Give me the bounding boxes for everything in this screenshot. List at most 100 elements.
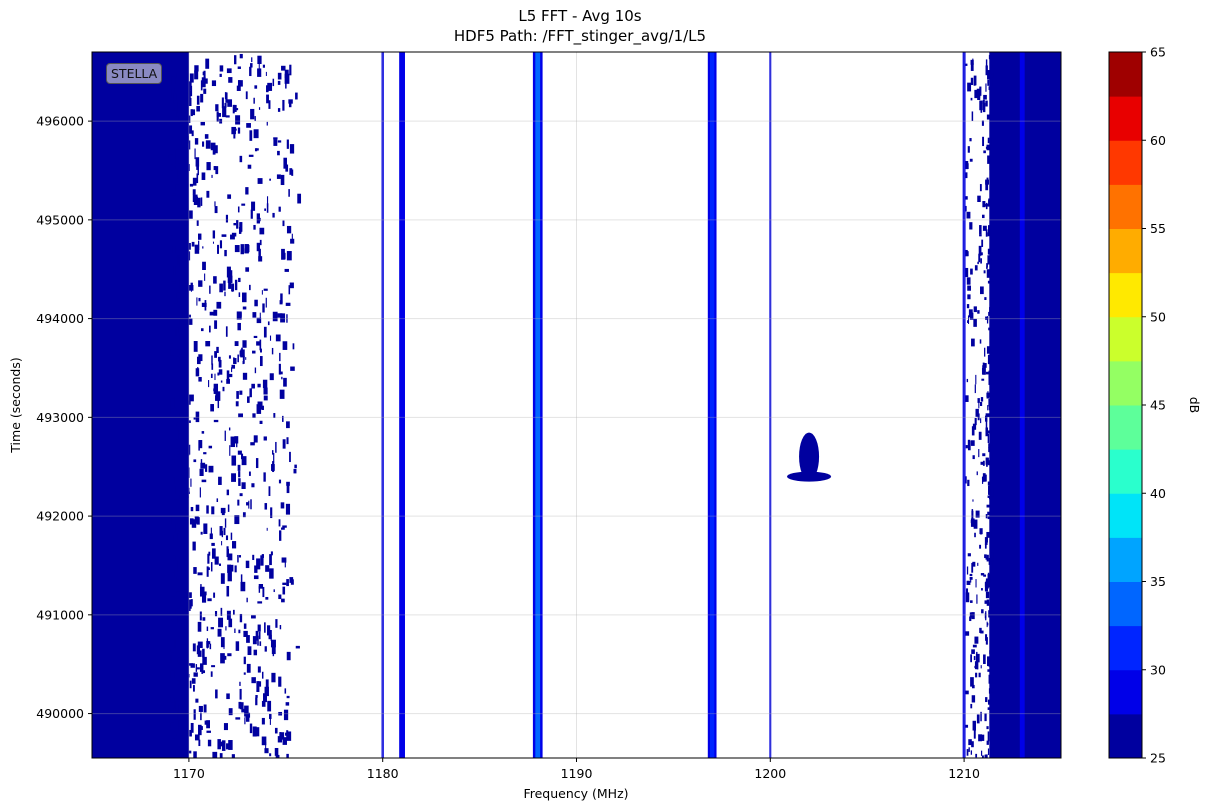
y-axis-label: Time (seconds) [8, 357, 23, 453]
noise-speckle [170, 654, 172, 663]
noise-speckle [991, 692, 994, 703]
noise-speckle [214, 611, 218, 617]
noise-speckle [174, 426, 178, 431]
noise-speckle [175, 160, 178, 165]
noise-speckle [239, 681, 241, 686]
noise-speckle [185, 400, 191, 405]
noise-speckle [265, 596, 269, 600]
noise-speckle [233, 358, 237, 365]
noise-speckle [981, 476, 986, 480]
noise-speckle [223, 280, 226, 291]
noise-speckle [981, 755, 984, 758]
noise-speckle [967, 82, 972, 92]
noise-speckle [969, 612, 974, 618]
noise-speckle [234, 245, 240, 253]
colorbar-segment [1109, 272, 1142, 318]
noise-speckle [277, 80, 281, 85]
noise-speckle [214, 206, 218, 214]
noise-speckle [225, 326, 228, 337]
colorbar-label: dB [1187, 397, 1202, 414]
noise-speckle [246, 597, 248, 603]
noise-speckle [991, 78, 993, 89]
noise-speckle [249, 66, 252, 77]
noise-speckle [975, 753, 978, 758]
noise-speckle [184, 701, 188, 707]
noise-speckle [238, 555, 242, 558]
noise-speckle [190, 599, 193, 607]
noise-speckle [989, 307, 993, 311]
noise-speckle [184, 619, 187, 630]
noise-speckle [275, 334, 281, 342]
noise-speckle [198, 376, 202, 382]
noise-speckle [277, 313, 283, 318]
noise-speckle [190, 211, 192, 218]
noise-speckle [180, 140, 182, 145]
noise-speckle [988, 227, 992, 233]
noise-speckle [261, 405, 264, 411]
noise-speckle [215, 395, 220, 401]
noise-speckle [965, 690, 969, 695]
noise-speckle [222, 386, 225, 392]
noise-speckle [196, 95, 200, 105]
noise-speckle [179, 527, 183, 530]
noise-speckle [972, 720, 976, 731]
noise-speckle [278, 363, 281, 375]
noise-speckle [971, 695, 976, 703]
noise-speckle [990, 720, 993, 724]
noise-speckle [985, 413, 990, 417]
noise-speckle [221, 541, 223, 546]
noise-speckle [260, 348, 262, 353]
noise-speckle [185, 283, 189, 294]
noise-speckle [242, 355, 245, 364]
noise-speckle [269, 178, 271, 181]
noise-speckle [990, 376, 994, 386]
noise-speckle [176, 73, 181, 81]
noise-speckle [223, 639, 225, 650]
noise-speckle [990, 67, 994, 75]
x-axis-label: Frequency (MHz) [523, 786, 628, 801]
noise-speckle [987, 70, 991, 80]
noise-speckle [205, 464, 208, 472]
noise-speckle [981, 734, 985, 741]
noise-speckle [239, 702, 244, 710]
noise-speckle [267, 321, 270, 326]
noise-speckle [991, 530, 994, 537]
noise-speckle [207, 739, 212, 747]
noise-speckle [241, 708, 246, 713]
noise-speckle [253, 649, 258, 656]
spectral-line [962, 52, 966, 758]
noise-speckle [263, 693, 267, 703]
noise-speckle [224, 291, 226, 297]
noise-speckle [179, 342, 181, 345]
noise-speckle [228, 740, 233, 750]
noise-speckle [971, 562, 974, 573]
noise-speckle [177, 533, 180, 540]
noise-speckle [987, 748, 990, 756]
noise-speckle [271, 347, 274, 355]
noise-speckle [173, 731, 176, 738]
noise-speckle [255, 695, 258, 698]
noise-speckle [967, 320, 969, 323]
noise-speckle [253, 97, 255, 104]
noise-speckle [196, 164, 199, 170]
noise-speckle [174, 77, 180, 81]
noise-speckle [264, 646, 267, 652]
noise-speckle [206, 720, 210, 729]
noise-speckle [250, 209, 253, 219]
noise-speckle [985, 180, 989, 191]
spectral-line-core [1021, 52, 1024, 758]
noise-speckle [988, 443, 991, 448]
y-tick-label: 495000 [36, 212, 84, 227]
noise-speckle [281, 376, 283, 380]
noise-speckle [182, 732, 186, 739]
noise-speckle [202, 71, 205, 76]
noise-speckle [225, 535, 229, 541]
noise-speckle [273, 589, 275, 593]
noise-speckle [986, 266, 988, 269]
noise-speckle [220, 653, 225, 664]
colorbar-segment [1109, 140, 1142, 185]
noise-speckle [272, 78, 275, 87]
noise-speckle [964, 205, 967, 212]
noise-speckle [991, 72, 994, 78]
noise-speckle [987, 481, 990, 486]
